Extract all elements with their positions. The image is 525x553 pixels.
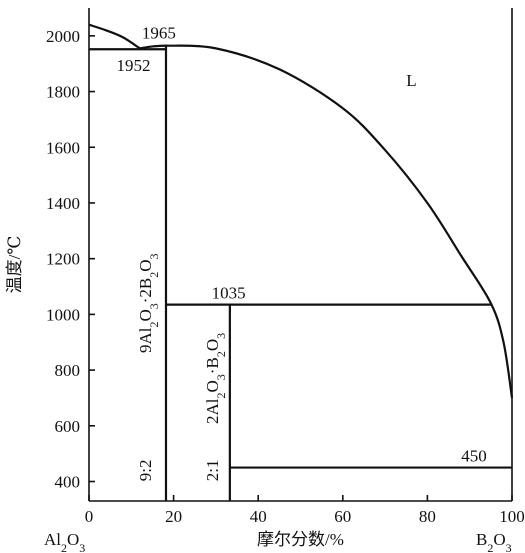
y-tick-label: 600 [55, 417, 81, 436]
compound-ratio-label: 2:1 [203, 459, 222, 481]
chart-labels: 温度/℃ 摩尔分数/% Al2O3 B2O3 L 1965 1952 1035 450 9Al2O… [5, 24, 512, 553]
x-end-right-label: B2O3 [476, 530, 512, 553]
temp-label: 450 [461, 447, 487, 466]
x-tick-label: 80 [419, 507, 436, 526]
y-tick-label: 1000 [46, 305, 80, 324]
region-label-liquid: L [406, 71, 416, 90]
phase-boundaries [88, 23, 514, 501]
x-tick-label: 60 [334, 507, 351, 526]
y-tick-label: 2000 [46, 27, 80, 46]
y-tick-label: 1800 [46, 83, 80, 102]
x-end-left-label: Al2O3 [44, 530, 85, 553]
y-tick-label: 1600 [46, 138, 80, 157]
compound-formula-label: 2Al2O3·B2O3 [203, 333, 228, 424]
y-axis-label: 温度/℃ [5, 236, 24, 294]
temp-label: 1965 [142, 24, 176, 43]
phase-line-1 [139, 44, 167, 50]
y-tick-label: 1200 [46, 250, 80, 269]
phase-line-0 [88, 23, 141, 50]
x-tick-label: 100 [499, 507, 525, 526]
x-tick-label: 20 [165, 507, 182, 526]
compound-ratio-label: 9:2 [136, 459, 155, 481]
phase-line-2 [165, 44, 514, 399]
temp-label: 1035 [212, 284, 246, 303]
y-tick-label: 400 [55, 473, 81, 492]
y-tick-label: 1400 [46, 194, 80, 213]
axis-ticks: 400 600 800 1000 1200 1400 1600 1800 2000 0 20 40 60… [46, 27, 525, 526]
temp-label: 1952 [116, 56, 150, 75]
x-tick-label: 40 [250, 507, 267, 526]
x-axis-label: 摩尔分数/% [257, 530, 344, 549]
compound-formula-label: 9Al2O3·2B2O3 [136, 253, 161, 353]
plot-frame [88, 8, 513, 502]
x-tick-label: 0 [85, 507, 94, 526]
y-tick-label: 800 [55, 361, 81, 380]
